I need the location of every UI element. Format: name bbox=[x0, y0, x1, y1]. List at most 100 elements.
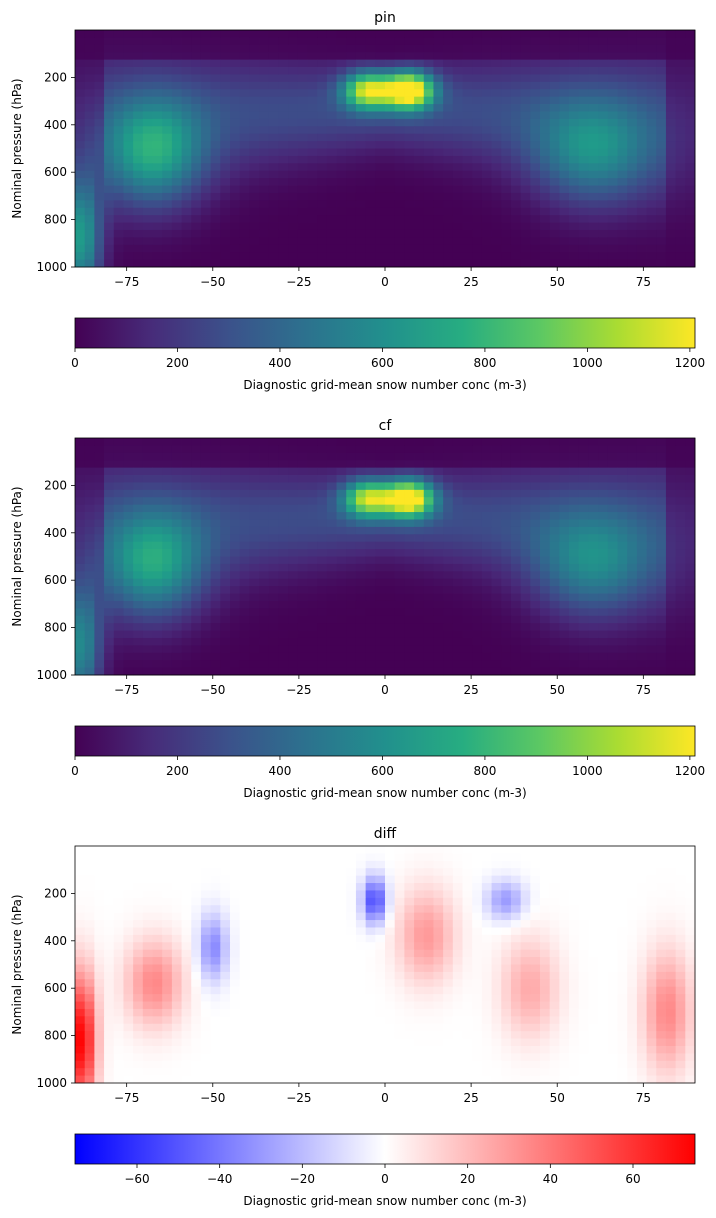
heatmap-cell bbox=[84, 534, 95, 543]
heatmap-cell bbox=[152, 207, 163, 216]
heatmap-cell bbox=[617, 52, 628, 61]
heatmap-cell bbox=[520, 586, 531, 594]
heatmap-cell bbox=[278, 438, 289, 446]
heatmap-cell bbox=[481, 660, 492, 668]
heatmap-cell bbox=[520, 155, 531, 164]
heatmap-cell bbox=[84, 133, 95, 142]
heatmap-cell bbox=[191, 497, 202, 506]
heatmap-cell bbox=[588, 534, 599, 543]
heatmap-cell bbox=[181, 883, 192, 891]
heatmap-cell bbox=[297, 111, 308, 120]
heatmap-cell bbox=[510, 96, 522, 105]
heatmap-cell bbox=[578, 81, 589, 90]
heatmap-cell bbox=[181, 104, 192, 112]
heatmap-cell bbox=[355, 556, 367, 565]
heatmap-cell bbox=[452, 259, 463, 268]
heatmap-cell bbox=[249, 229, 260, 238]
heatmap-cell bbox=[94, 578, 105, 587]
heatmap-cell bbox=[540, 608, 551, 617]
heatmap-cell bbox=[462, 96, 473, 105]
heatmap-cell bbox=[540, 875, 551, 884]
heatmap-cell bbox=[162, 578, 173, 587]
heatmap-cell bbox=[171, 556, 182, 565]
heatmap-cell bbox=[123, 608, 134, 617]
heatmap-cell bbox=[142, 637, 153, 646]
heatmap-cell bbox=[181, 148, 192, 157]
colorbar-tick-label: 400 bbox=[269, 356, 292, 370]
heatmap-cell bbox=[530, 222, 541, 231]
heatmap-cell bbox=[569, 475, 580, 483]
heatmap-cell bbox=[481, 467, 492, 476]
heatmap-cell bbox=[375, 155, 386, 164]
heatmap-cell bbox=[142, 438, 153, 446]
heatmap-cell bbox=[336, 229, 347, 238]
heatmap-cell bbox=[607, 460, 618, 469]
heatmap-cell bbox=[404, 133, 415, 142]
heatmap-cell bbox=[123, 853, 134, 862]
heatmap-cell bbox=[162, 200, 173, 209]
heatmap-cell bbox=[297, 526, 308, 535]
heatmap-cell bbox=[249, 927, 260, 936]
heatmap-cell bbox=[385, 534, 396, 543]
heatmap-cell bbox=[685, 126, 696, 135]
heatmap-cell bbox=[133, 890, 144, 899]
heatmap-cell bbox=[423, 445, 434, 454]
heatmap-cell bbox=[598, 526, 609, 535]
heatmap-cell bbox=[239, 482, 250, 491]
heatmap-cell bbox=[617, 556, 628, 565]
heatmap-cell bbox=[171, 563, 182, 572]
heatmap-cell bbox=[297, 237, 308, 246]
heatmap-cell bbox=[249, 52, 260, 61]
heatmap-cell bbox=[288, 89, 299, 98]
heatmap-cell bbox=[249, 883, 260, 891]
heatmap-cell bbox=[84, 244, 95, 253]
heatmap-cell bbox=[646, 519, 657, 528]
heatmap-cell bbox=[104, 118, 115, 127]
heatmap-cell bbox=[569, 452, 580, 461]
heatmap-cell bbox=[520, 178, 531, 186]
heatmap-cell bbox=[656, 549, 667, 557]
heatmap-cell bbox=[491, 178, 502, 186]
heatmap-cell bbox=[355, 44, 367, 53]
heatmap-cell bbox=[569, 667, 580, 676]
heatmap-cell bbox=[200, 163, 212, 172]
heatmap-cell bbox=[181, 660, 192, 668]
heatmap-cell bbox=[636, 586, 647, 594]
heatmap-cell bbox=[152, 526, 163, 535]
heatmap-cell bbox=[259, 178, 270, 186]
heatmap-cell bbox=[627, 89, 638, 98]
heatmap-cell bbox=[181, 200, 192, 209]
heatmap-cell bbox=[191, 615, 202, 624]
heatmap-cell bbox=[462, 52, 473, 61]
heatmap-cell bbox=[578, 868, 589, 877]
heatmap-cell bbox=[414, 905, 425, 914]
heatmap-cell bbox=[181, 497, 192, 506]
heatmap-cell bbox=[627, 868, 638, 877]
heatmap-cell bbox=[510, 259, 522, 268]
heatmap-cell bbox=[656, 905, 667, 914]
heatmap-cell bbox=[385, 467, 396, 476]
heatmap-cell bbox=[404, 883, 415, 891]
heatmap-cell bbox=[104, 645, 115, 654]
heatmap-cell bbox=[171, 897, 182, 906]
heatmap-cell bbox=[171, 608, 182, 617]
heatmap-cell bbox=[123, 489, 134, 498]
heatmap-cell bbox=[540, 883, 551, 891]
heatmap-cell bbox=[404, 868, 415, 877]
heatmap-cell bbox=[191, 118, 202, 127]
heatmap-cell bbox=[181, 59, 192, 68]
heatmap-cell bbox=[297, 615, 308, 624]
heatmap-cell bbox=[210, 141, 221, 149]
heatmap-cell bbox=[443, 667, 454, 676]
heatmap-cell bbox=[200, 126, 212, 135]
heatmap-cell bbox=[501, 126, 512, 135]
heatmap-cell bbox=[607, 660, 618, 668]
heatmap-cell bbox=[210, 96, 221, 105]
heatmap-cell bbox=[462, 74, 473, 83]
heatmap-cell bbox=[113, 74, 124, 83]
heatmap-cell bbox=[230, 244, 241, 253]
heatmap-cell bbox=[481, 244, 492, 253]
heatmap-cell bbox=[491, 104, 502, 112]
heatmap-cell bbox=[162, 59, 173, 68]
heatmap-cell bbox=[491, 630, 502, 639]
